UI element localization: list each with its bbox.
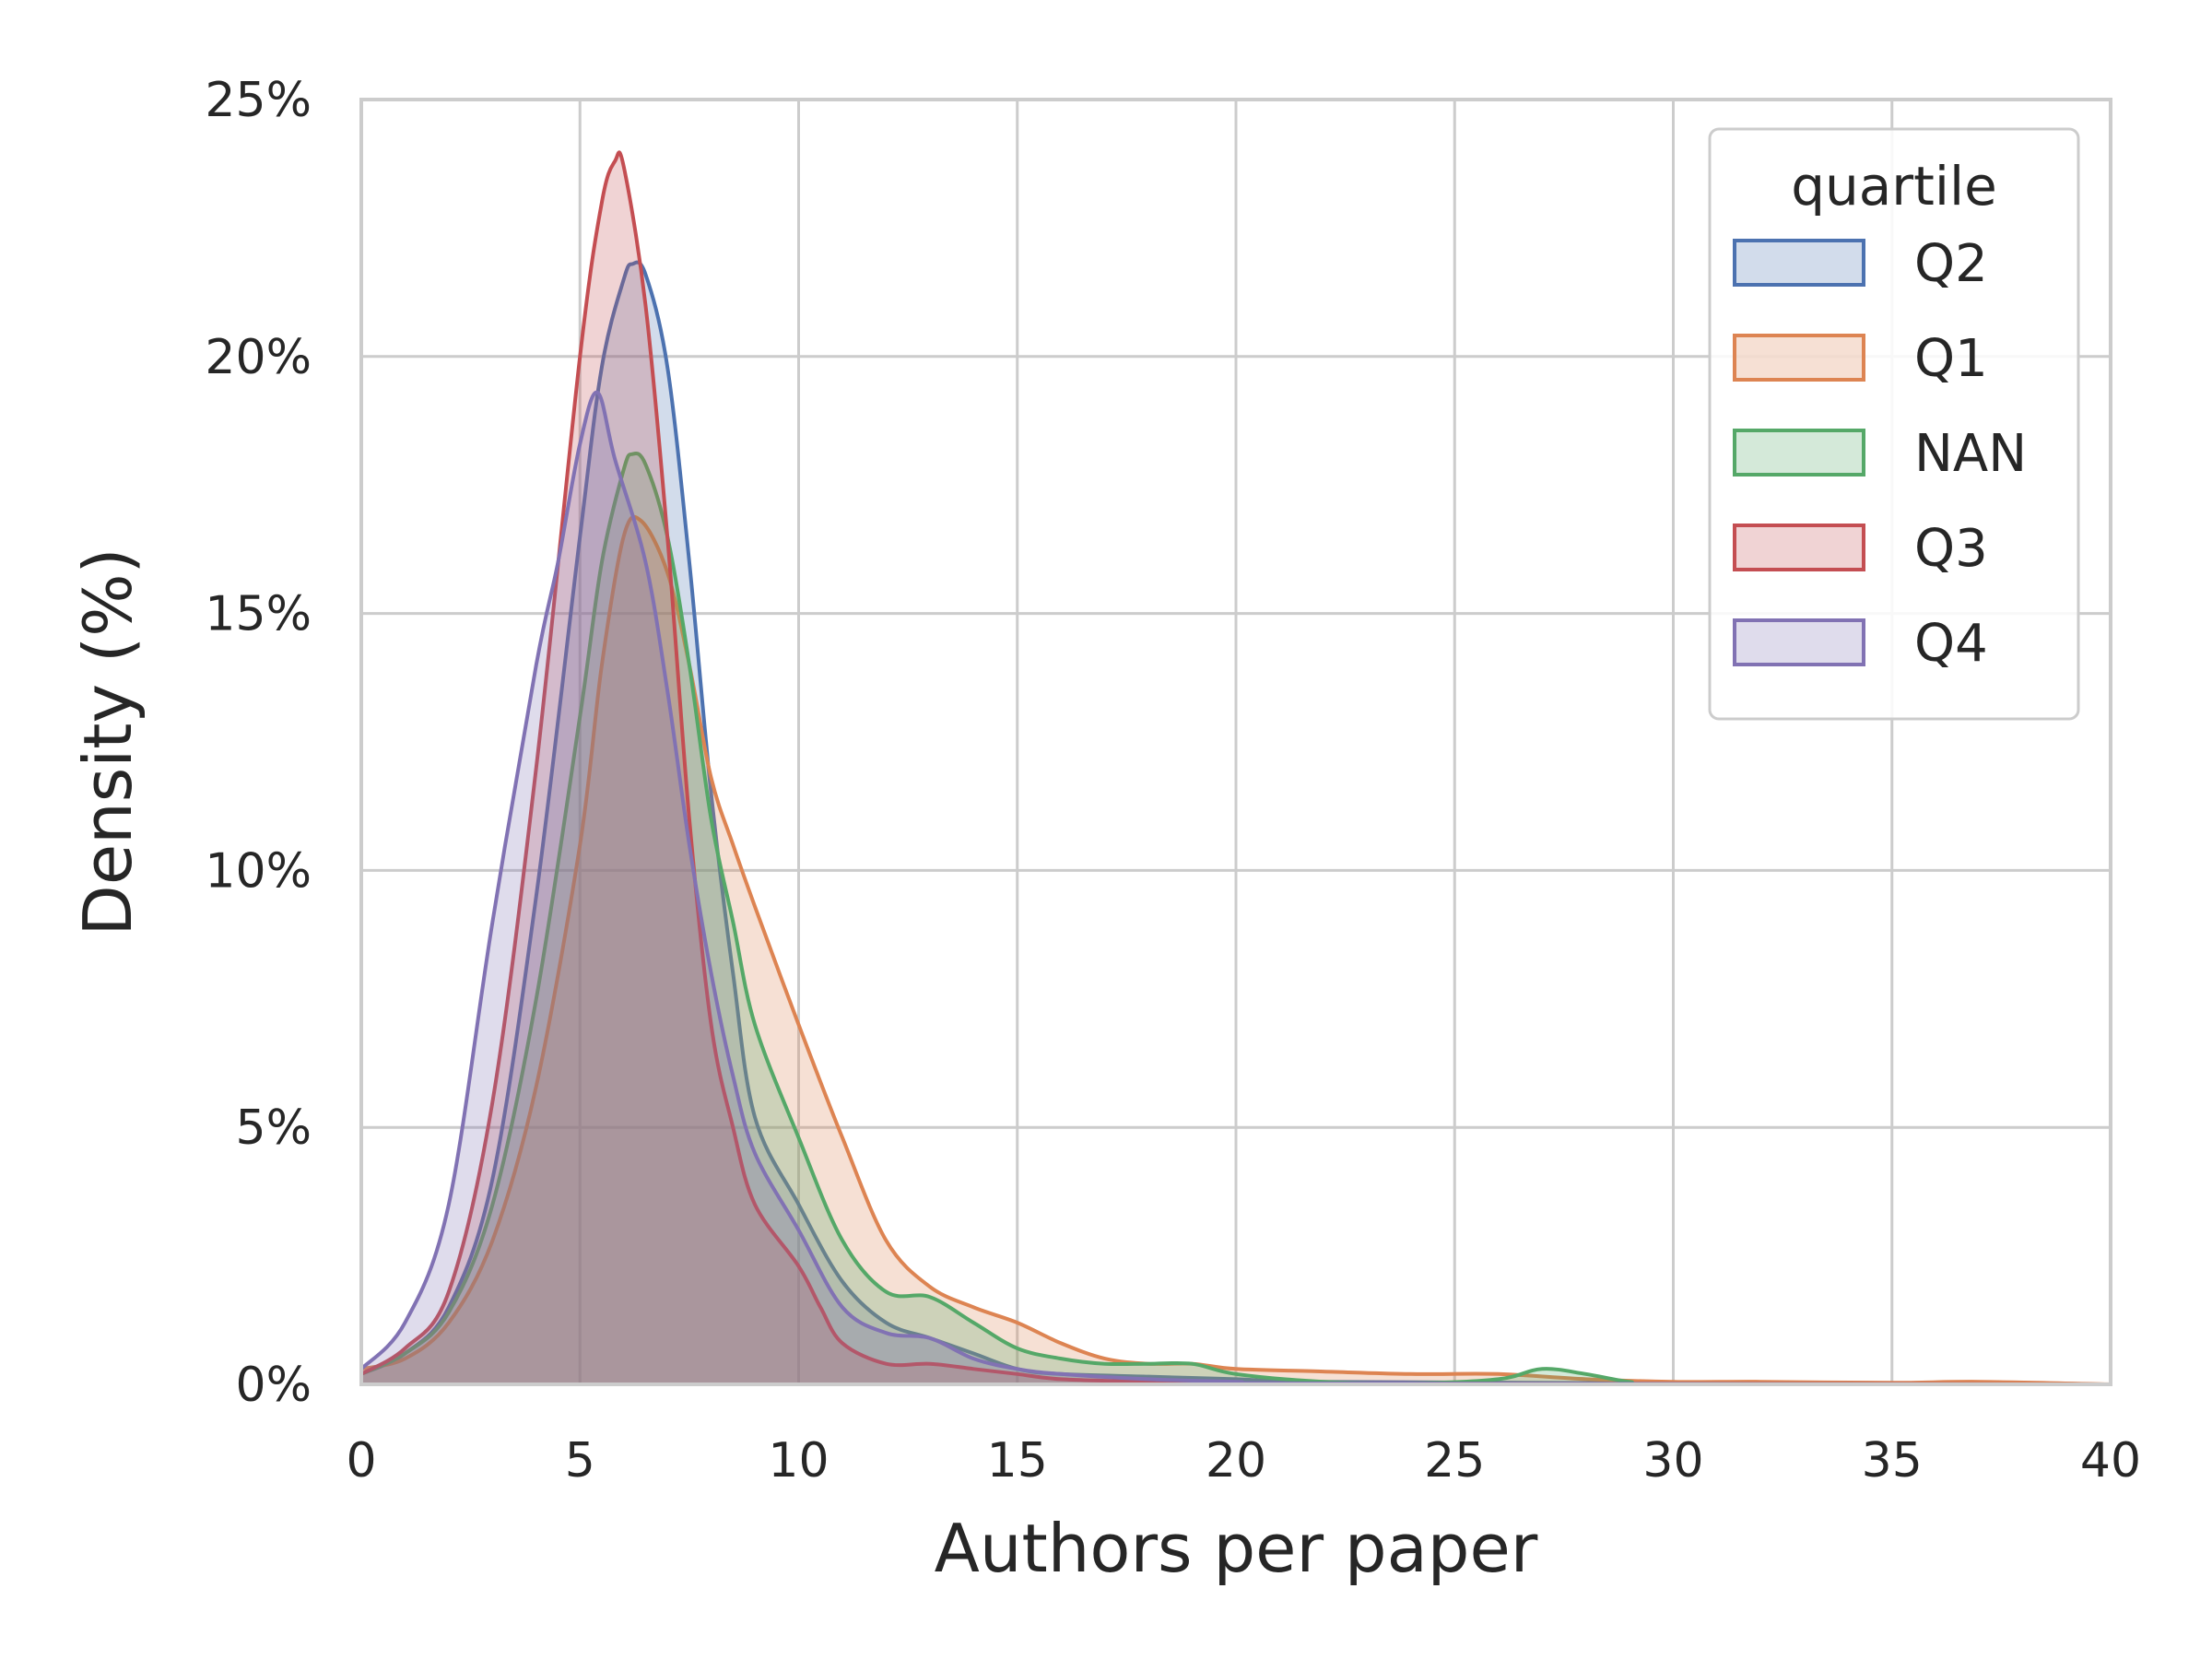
area-fill-nan — [361, 453, 2111, 1384]
area-fill-q1 — [361, 516, 2111, 1384]
area-fill-q4 — [361, 392, 2111, 1384]
x-tick-label: 30 — [1642, 1433, 1703, 1488]
x-tick-labels: 0 5 10 15 20 25 30 35 40 — [346, 1433, 2141, 1488]
legend-items: Q2 Q1 NAN Q3 Q4 — [1733, 234, 2027, 674]
x-axis-title: Authors per paper — [935, 1510, 1538, 1587]
density-line-nan — [360, 451, 2111, 1387]
x-tick-label: 25 — [1424, 1433, 1485, 1488]
legend-label-nan: NAN — [1914, 424, 2027, 484]
density-line-q2 — [360, 260, 2112, 1386]
y-tick-label: 5% — [236, 1100, 312, 1156]
density-line-q1 — [360, 514, 2112, 1386]
legend: quartile Q2 Q1 NAN Q3 Q4 — [1708, 127, 2080, 721]
y-tick-label: 25% — [205, 73, 312, 128]
area-fill-q3 — [361, 152, 2111, 1385]
x-tick-label: 0 — [346, 1433, 376, 1488]
y-tick-labels: 0% 5% 10% 15% 20% 25% — [205, 73, 312, 1413]
legend-swatch-q4 — [1733, 618, 1865, 666]
x-tick-label: 35 — [1862, 1433, 1923, 1488]
legend-swatch-q1 — [1733, 334, 1865, 382]
y-tick-label: 10% — [205, 843, 312, 899]
x-tick-label: 20 — [1206, 1433, 1266, 1488]
plot-frame — [359, 98, 2112, 1386]
x-tick-label: 40 — [2080, 1433, 2141, 1488]
legend-label-q1: Q1 — [1914, 329, 1988, 389]
legend-swatch-q2 — [1733, 239, 1865, 287]
legend-title: quartile — [1791, 155, 1997, 218]
x-tick-label: 10 — [768, 1433, 829, 1488]
y-tick-label: 20% — [205, 330, 312, 385]
y-tick-label: 0% — [236, 1358, 312, 1413]
x-tick-label: 5 — [565, 1433, 595, 1488]
density-line-q4 — [359, 390, 2112, 1386]
x-tick-label: 15 — [987, 1433, 1048, 1488]
legend-swatch-q3 — [1733, 524, 1865, 571]
density-areas — [359, 150, 2112, 1387]
y-tick-label: 15% — [205, 587, 312, 642]
legend-label-q2: Q2 — [1914, 234, 1988, 294]
density-line-q3 — [359, 150, 2112, 1386]
legend-label-q4: Q4 — [1914, 614, 1988, 674]
legend-swatch-nan — [1733, 429, 1865, 477]
y-axis-title: Density (%) — [69, 547, 147, 935]
legend-label-q3: Q3 — [1914, 519, 1988, 579]
